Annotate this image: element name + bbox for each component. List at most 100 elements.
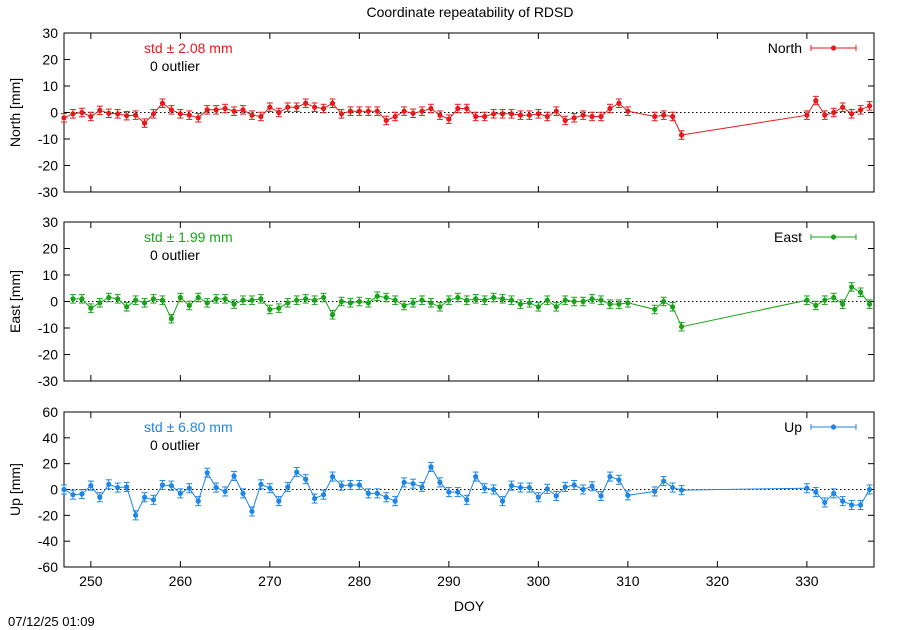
x-tick-label: 300	[527, 573, 551, 589]
east-data-point	[535, 304, 541, 310]
north-ytick-label: -10	[38, 131, 58, 147]
east-data-point	[428, 300, 434, 306]
north-data-point	[822, 112, 828, 118]
north-data-point	[285, 104, 291, 110]
up-data-point	[589, 483, 595, 489]
up-data-point	[240, 490, 246, 496]
east-data-point	[141, 300, 148, 306]
up-data-point	[106, 481, 112, 487]
up-data-point	[598, 493, 604, 499]
east-data-point	[204, 300, 210, 306]
up-data-point	[133, 512, 139, 518]
up-data-point	[670, 484, 676, 491]
east-data-point	[374, 293, 380, 299]
north-plot-frame	[63, 32, 875, 193]
north-data-point	[383, 117, 389, 124]
north-data-point	[437, 112, 443, 118]
north-data-point	[106, 110, 112, 116]
east-data-point	[258, 296, 264, 302]
east-data-point	[329, 312, 336, 318]
north-ytick-label: 30	[42, 25, 58, 41]
east-ytick-label: 0	[50, 294, 58, 310]
north-data-point	[329, 100, 336, 106]
east-ytick-label: -20	[38, 347, 58, 363]
up-data-point	[285, 484, 291, 490]
east-data-point	[580, 298, 586, 305]
east-data-point	[365, 300, 371, 306]
north-data-point	[61, 115, 67, 121]
north-data-point	[464, 105, 470, 112]
up-data-point	[661, 478, 667, 484]
up-ytick-label: -60	[38, 559, 58, 575]
north-data-point	[240, 107, 246, 113]
east-data-point	[410, 300, 416, 306]
north-data-point	[88, 113, 94, 120]
x-tick-label: 290	[437, 573, 461, 589]
east-data-point	[70, 296, 76, 302]
north-data-point	[813, 97, 819, 104]
east-data-point	[499, 296, 506, 302]
north-data-point	[294, 104, 300, 110]
up-data-point	[150, 497, 157, 503]
north-data-point	[276, 109, 282, 116]
east-data-point	[598, 297, 604, 303]
north-data-point	[866, 103, 873, 109]
up-data-point	[455, 489, 461, 495]
north-data-point	[589, 113, 595, 120]
north-data-point	[141, 120, 148, 126]
up-data-point	[195, 498, 201, 504]
up-data-point	[831, 490, 837, 496]
east-legend-label: East	[774, 229, 802, 245]
east-data-point	[840, 301, 846, 307]
east-ytick-label: -10	[38, 320, 58, 336]
x-tick-label: 260	[169, 573, 193, 589]
north-data-point	[401, 108, 407, 114]
north-data-point	[79, 109, 85, 116]
north-data-point	[177, 111, 183, 117]
east-data-point	[482, 297, 488, 303]
up-ytick-label: 40	[42, 430, 58, 446]
east-data-point	[79, 296, 85, 302]
up-legend-marker	[830, 424, 837, 430]
east-data-point	[240, 297, 246, 303]
east-data-point	[356, 298, 362, 305]
east-data-point	[857, 289, 864, 295]
up-data-point	[79, 491, 85, 497]
east-data-point	[849, 284, 855, 290]
east-y-axis-label: East [mm]	[7, 270, 23, 333]
up-ytick-label: 0	[50, 482, 58, 498]
north-data-point	[616, 100, 622, 106]
up-data-point	[320, 492, 327, 498]
up-data-point	[186, 485, 192, 491]
north-data-point	[249, 112, 255, 118]
north-data-point	[115, 111, 121, 117]
east-data-point	[473, 296, 479, 302]
north-data-point	[195, 115, 201, 121]
east-data-point	[115, 296, 121, 302]
east-data-point	[88, 305, 94, 311]
up-data-point	[294, 469, 300, 475]
north-data-point	[678, 132, 685, 138]
up-data-point	[625, 492, 631, 498]
north-data-point	[661, 112, 667, 118]
up-data-point	[535, 494, 541, 500]
north-data-point	[571, 115, 577, 121]
east-data-point	[464, 297, 470, 303]
up-data-point	[365, 490, 371, 496]
up-outlier-label: 0 outlier	[150, 437, 200, 453]
east-data-point	[338, 298, 345, 305]
east-data-point	[553, 304, 559, 310]
up-data-point	[446, 489, 452, 495]
north-ytick-label: 20	[42, 52, 58, 68]
up-data-point	[616, 477, 622, 483]
up-data-point	[401, 479, 407, 485]
up-data-point	[124, 484, 130, 490]
up-data-point	[329, 473, 336, 480]
east-data-point	[571, 298, 577, 305]
x-tick-label: 320	[706, 573, 730, 589]
up-data-point	[428, 464, 434, 470]
up-data-point	[607, 473, 613, 480]
north-data-point	[392, 113, 398, 120]
up-data-point	[61, 486, 67, 493]
